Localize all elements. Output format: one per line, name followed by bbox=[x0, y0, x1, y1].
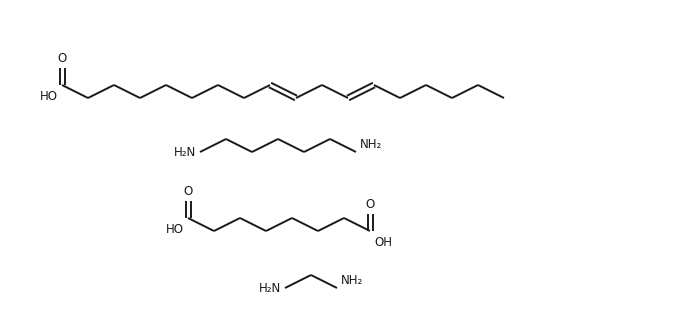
Text: O: O bbox=[57, 52, 67, 65]
Text: NH₂: NH₂ bbox=[341, 274, 363, 286]
Text: H₂N: H₂N bbox=[259, 282, 281, 294]
Text: O: O bbox=[184, 185, 193, 198]
Text: NH₂: NH₂ bbox=[360, 138, 383, 150]
Text: O: O bbox=[365, 198, 375, 211]
Text: OH: OH bbox=[374, 236, 392, 249]
Text: HO: HO bbox=[40, 90, 58, 103]
Text: H₂N: H₂N bbox=[174, 146, 196, 158]
Text: HO: HO bbox=[166, 223, 184, 236]
